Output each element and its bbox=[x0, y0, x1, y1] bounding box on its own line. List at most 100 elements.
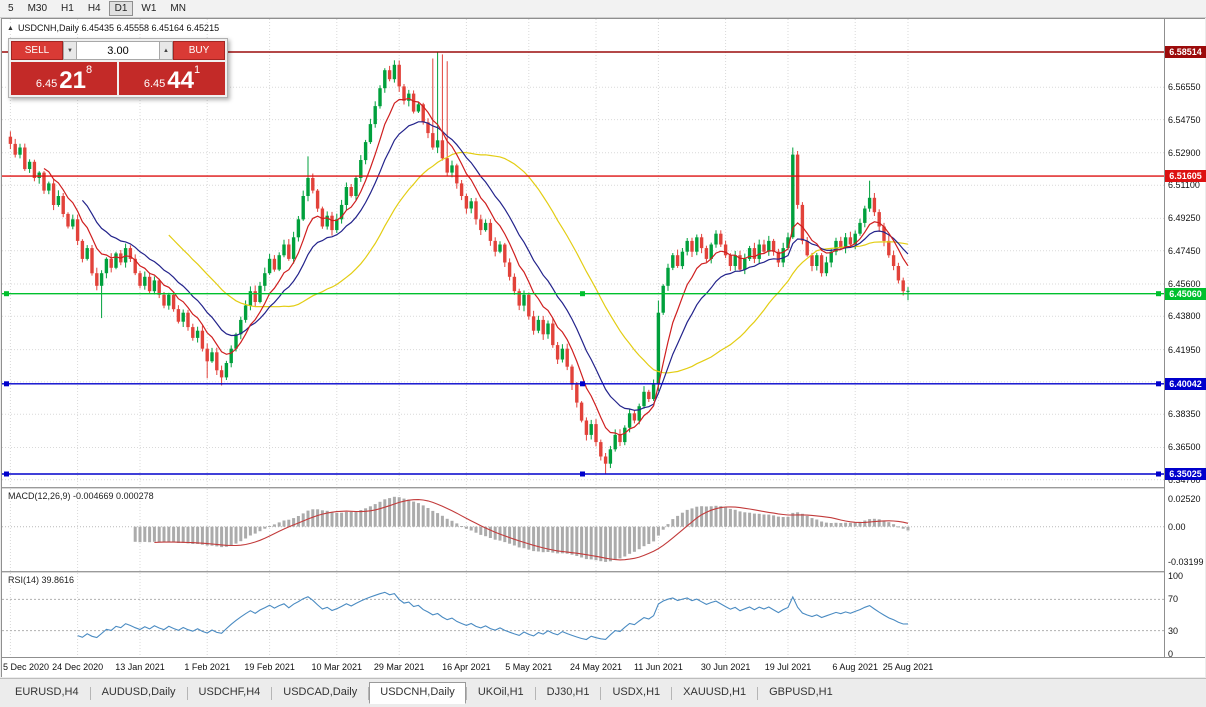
tab-usdx-h1[interactable]: USDX,H1 bbox=[612, 686, 661, 698]
macd-axis-label: 0.00 bbox=[1168, 521, 1186, 532]
price-level-badge: 6.40042 bbox=[1165, 377, 1206, 390]
date-tick-label: 16 Apr 2021 bbox=[442, 662, 491, 672]
timeframe-button-mn[interactable]: MN bbox=[164, 1, 192, 16]
date-tick-label: 10 Mar 2021 bbox=[311, 662, 363, 672]
price-level-badge: 6.35025 bbox=[1165, 467, 1206, 480]
macd-axis-label: 0.02520 bbox=[1168, 493, 1201, 504]
tab-separator bbox=[368, 687, 370, 700]
buy-price-small: 6.45 bbox=[143, 78, 166, 90]
tab-separator bbox=[271, 687, 273, 700]
chart-header: ▲ USDCNH,Daily 6.45435 6.45558 6.45164 6… bbox=[7, 23, 220, 33]
macd-canvas bbox=[2, 489, 1164, 571]
rsi-axis-label: 30 bbox=[1168, 625, 1179, 636]
tab-eurusd-h4[interactable]: EURUSD,H4 bbox=[15, 686, 79, 698]
price-tick-label: 6.43800 bbox=[1168, 311, 1201, 322]
tab-usdcnh-daily[interactable]: USDCNH,Daily bbox=[369, 682, 466, 704]
timeframe-button-h4[interactable]: H4 bbox=[82, 1, 107, 16]
rsi-line bbox=[77, 591, 909, 641]
sell-price-display[interactable]: 6.45 21 8 bbox=[11, 62, 117, 95]
tab-usdcad-daily[interactable]: USDCAD,Daily bbox=[283, 686, 358, 698]
tab-separator bbox=[186, 687, 188, 700]
price-level-badge: 6.58514 bbox=[1165, 45, 1206, 58]
macd-signal-line bbox=[154, 499, 909, 561]
date-tick-label: 25 Aug 2021 bbox=[882, 662, 934, 672]
date-tick-label: 29 Mar 2021 bbox=[373, 662, 425, 672]
one-click-trading-panel: SELL ▼ ▲ BUY 6.45 21 8 6.45 44 1 bbox=[8, 38, 228, 98]
price-tick-label: 6.41950 bbox=[1168, 344, 1201, 355]
timeframe-button-h1[interactable]: H1 bbox=[55, 1, 80, 16]
collapse-panel-icon[interactable]: ▲ bbox=[7, 24, 14, 32]
level-drag-handle bbox=[4, 291, 9, 297]
date-tick-label: 5 May 2021 bbox=[505, 662, 553, 672]
price-tick-label: 6.47450 bbox=[1168, 245, 1201, 256]
sell-price-sup: 8 bbox=[86, 64, 93, 76]
volume-decrease-button[interactable]: ▼ bbox=[63, 41, 77, 60]
rsi-axis-label: 0 bbox=[1168, 648, 1174, 659]
buy-price-big: 44 bbox=[167, 67, 194, 95]
date-tick-label: 6 Aug 2021 bbox=[832, 662, 878, 672]
date-tick-label: 24 May 2021 bbox=[569, 662, 623, 672]
macd-label: MACD(12,26,9) -0.004669 0.000278 bbox=[6, 491, 156, 501]
rsi-axis-label: 100 bbox=[1168, 571, 1184, 582]
sell-price-big: 21 bbox=[59, 67, 86, 95]
level-drag-handle bbox=[580, 291, 585, 297]
tab-ukoil-h1[interactable]: UKOil,H1 bbox=[477, 686, 524, 698]
buy-button[interactable]: BUY bbox=[173, 41, 225, 60]
rsi-label: RSI(14) 39.8616 bbox=[6, 575, 77, 585]
macd-axis-label: -0.03199 bbox=[1168, 557, 1204, 568]
tab-separator bbox=[89, 687, 91, 700]
price-axis[interactable]: 6.56550 6.54750 6.52900 6.51100 6.49250 6.474… bbox=[1164, 19, 1206, 659]
chart-title: USDCNH,Daily 6.45435 6.45558 6.45164 6.4… bbox=[17, 23, 220, 33]
panel-splitter[interactable] bbox=[2, 571, 1205, 573]
volume-increase-button[interactable]: ▲ bbox=[159, 41, 173, 60]
level-drag-handle bbox=[580, 471, 585, 477]
level-drag-handle bbox=[580, 381, 585, 387]
price-tick-label: 6.45600 bbox=[1168, 278, 1201, 289]
date-tick-label: 5 Dec 2020 bbox=[2, 662, 50, 672]
buy-price-sup: 1 bbox=[194, 64, 201, 76]
buy-price-display[interactable]: 6.45 44 1 bbox=[119, 62, 225, 95]
date-tick-label: 13 Jan 2021 bbox=[115, 662, 165, 672]
main-chart-panel[interactable]: ▲ USDCNH,Daily 6.45435 6.45558 6.45164 6… bbox=[2, 19, 1164, 487]
timeframe-button-5[interactable]: 5 bbox=[2, 1, 20, 16]
trade-prices-row: 6.45 21 8 6.45 44 1 bbox=[11, 62, 225, 95]
volume-input[interactable] bbox=[77, 41, 159, 60]
price-level-badge: 6.51605 bbox=[1165, 170, 1206, 183]
timeframe-button-m30[interactable]: M30 bbox=[22, 1, 53, 16]
rsi-indicator-panel[interactable]: RSI(14) 39.8616 bbox=[2, 573, 1164, 657]
date-tick-label: 19 Jul 2021 bbox=[764, 662, 812, 672]
horizontal-level-lines[interactable] bbox=[2, 51, 1164, 477]
timeframe-button-w1[interactable]: W1 bbox=[135, 1, 162, 16]
sell-button[interactable]: SELL bbox=[11, 41, 63, 60]
tab-gbpusd-h1[interactable]: GBPUSD,H1 bbox=[769, 686, 833, 698]
price-tick-label: 6.51100 bbox=[1168, 180, 1200, 191]
tab-audusd-daily[interactable]: AUDUSD,Daily bbox=[101, 686, 176, 698]
trade-controls-row: SELL ▼ ▲ BUY bbox=[11, 41, 225, 60]
level-drag-handle bbox=[1156, 381, 1161, 387]
tab-separator bbox=[757, 687, 759, 700]
macd-indicator-panel[interactable]: MACD(12,26,9) -0.004669 0.000278 bbox=[2, 489, 1164, 571]
price-level-badge: 6.45060 bbox=[1165, 287, 1206, 300]
chart-window: ▲ USDCNH,Daily 6.45435 6.45558 6.45164 6… bbox=[1, 18, 1206, 677]
volume-down-icon: ▼ bbox=[67, 47, 73, 54]
tab-separator bbox=[671, 687, 673, 700]
price-tick-label: 6.49250 bbox=[1168, 213, 1201, 224]
date-axis[interactable]: 5 Dec 2020 24 Dec 2020 13 Jan 2021 1 Feb 20… bbox=[2, 657, 1205, 677]
tab-usdchf-h4[interactable]: USDCHF,H4 bbox=[198, 686, 261, 698]
panel-splitter[interactable] bbox=[2, 487, 1205, 489]
timeframe-button-d1[interactable]: D1 bbox=[108, 1, 134, 16]
level-drag-handle bbox=[4, 471, 9, 477]
level-drag-handle bbox=[1156, 471, 1161, 477]
candlestick-chart-canvas[interactable] bbox=[2, 19, 1164, 487]
price-tick-label: 6.56550 bbox=[1168, 82, 1201, 93]
tab-xauusd-h1[interactable]: XAUUSD,H1 bbox=[683, 686, 747, 698]
tab-separator bbox=[534, 687, 536, 700]
tab-separator bbox=[465, 687, 467, 700]
price-tick-label: 6.54750 bbox=[1168, 114, 1201, 125]
rsi-canvas bbox=[2, 573, 1164, 657]
volume-up-icon: ▲ bbox=[163, 47, 169, 54]
rsi-axis-label: 70 bbox=[1168, 594, 1179, 605]
price-tick-label: 6.38350 bbox=[1168, 409, 1201, 420]
level-drag-handle bbox=[1156, 291, 1161, 297]
tab-dj30-h1[interactable]: DJ30,H1 bbox=[546, 686, 590, 698]
